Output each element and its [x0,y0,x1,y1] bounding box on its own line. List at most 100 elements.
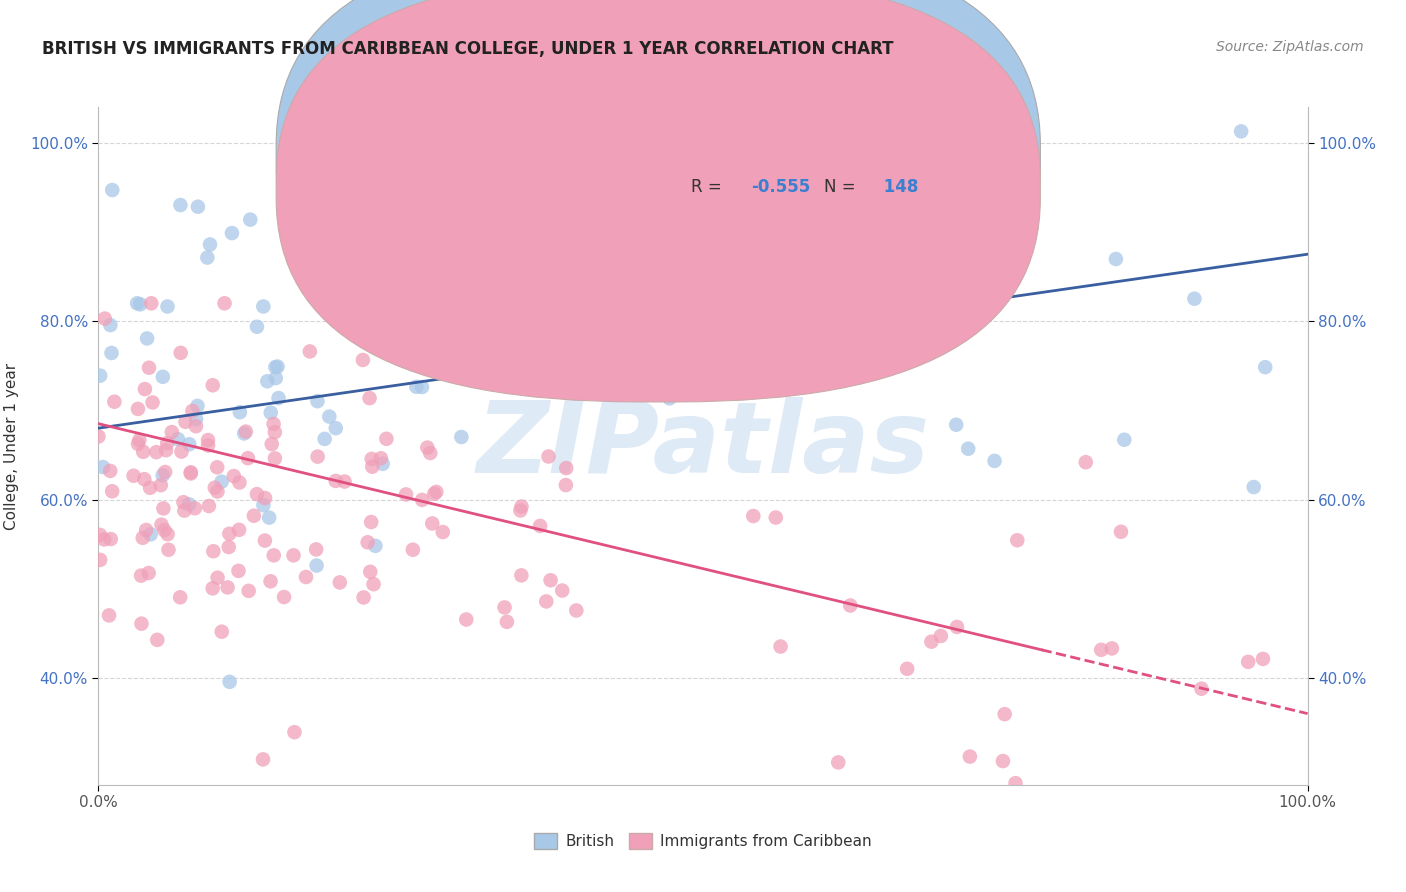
Immigrants from Caribbean [423,487,446,501]
British [658,392,681,406]
Text: N =: N = [824,145,860,162]
Immigrants from Caribbean [329,575,352,590]
Immigrants from Caribbean [361,459,384,474]
Immigrants from Caribbean [353,591,375,605]
British [211,475,233,489]
Immigrants from Caribbean [253,491,276,505]
British [177,497,200,511]
British [257,510,280,524]
Immigrants from Caribbean [205,460,228,475]
Immigrants from Caribbean [138,566,160,580]
British [239,212,262,227]
Immigrants from Caribbean [537,450,560,464]
Immigrants from Caribbean [551,583,574,598]
Immigrants from Caribbean [432,524,454,539]
British [318,409,340,424]
Immigrants from Caribbean [363,577,385,591]
Immigrants from Caribbean [228,523,250,537]
British [721,354,744,368]
Immigrants from Caribbean [169,346,191,360]
British [252,300,274,314]
Immigrants from Caribbean [425,484,447,499]
British [307,394,329,409]
Immigrants from Caribbean [991,754,1014,768]
British [266,359,288,374]
British [945,417,967,432]
British [804,118,827,132]
British [340,282,363,296]
Immigrants from Caribbean [360,515,382,529]
Immigrants from Caribbean [929,629,952,643]
Immigrants from Caribbean [494,600,516,615]
Immigrants from Caribbean [1090,643,1112,657]
British [983,454,1005,468]
Immigrants from Caribbean [375,432,398,446]
Immigrants from Caribbean [920,634,942,648]
Immigrants from Caribbean [565,603,588,617]
Immigrants from Caribbean [172,495,194,509]
Y-axis label: College, Under 1 year: College, Under 1 year [4,362,18,530]
British [450,430,472,444]
FancyBboxPatch shape [276,0,1040,402]
British [156,300,179,314]
British [252,498,274,512]
Immigrants from Caribbean [228,475,250,490]
British [101,183,124,197]
Immigrants from Caribbean [235,425,257,439]
Immigrants from Caribbean [141,296,163,310]
British [957,442,980,456]
Immigrants from Caribbean [264,451,287,466]
British [179,437,201,451]
British [100,318,122,332]
Immigrants from Caribbean [129,568,152,582]
Immigrants from Caribbean [246,487,269,501]
Immigrants from Caribbean [555,461,578,475]
Immigrants from Caribbean [184,419,207,434]
Immigrants from Caribbean [127,437,149,451]
Immigrants from Caribbean [420,516,443,531]
Immigrants from Caribbean [510,568,533,582]
British [198,237,221,252]
British [218,674,240,689]
Immigrants from Caribbean [135,523,157,537]
British [1243,480,1265,494]
British [603,267,626,281]
Text: ZIPatlas: ZIPatlas [477,398,929,494]
Text: R =: R = [690,178,727,196]
Immigrants from Caribbean [197,438,219,452]
Immigrants from Caribbean [529,519,551,533]
Immigrants from Caribbean [1074,455,1097,469]
Immigrants from Caribbean [89,553,111,567]
British [1254,360,1277,375]
Immigrants from Caribbean [411,492,433,507]
British [169,198,191,212]
Immigrants from Caribbean [98,608,121,623]
Immigrants from Caribbean [149,478,172,492]
Immigrants from Caribbean [202,544,225,558]
Immigrants from Caribbean [170,444,193,458]
British [260,406,283,420]
British [187,200,209,214]
Immigrants from Caribbean [307,450,329,464]
British [152,468,174,483]
British [855,204,877,219]
Immigrants from Caribbean [260,437,283,451]
Immigrants from Caribbean [207,571,229,585]
British [89,368,111,383]
Immigrants from Caribbean [1101,641,1123,656]
Immigrants from Caribbean [259,574,281,589]
British [221,226,243,240]
British [912,175,935,189]
Immigrants from Caribbean [201,582,224,596]
Immigrants from Caribbean [359,565,381,579]
Immigrants from Caribbean [222,469,245,483]
Immigrants from Caribbean [509,503,531,517]
Immigrants from Caribbean [180,465,202,479]
British [246,319,269,334]
British [461,364,484,378]
Immigrants from Caribbean [959,749,981,764]
Text: R =: R = [690,145,727,162]
British [1114,433,1136,447]
Immigrants from Caribbean [156,527,179,541]
British [195,251,218,265]
